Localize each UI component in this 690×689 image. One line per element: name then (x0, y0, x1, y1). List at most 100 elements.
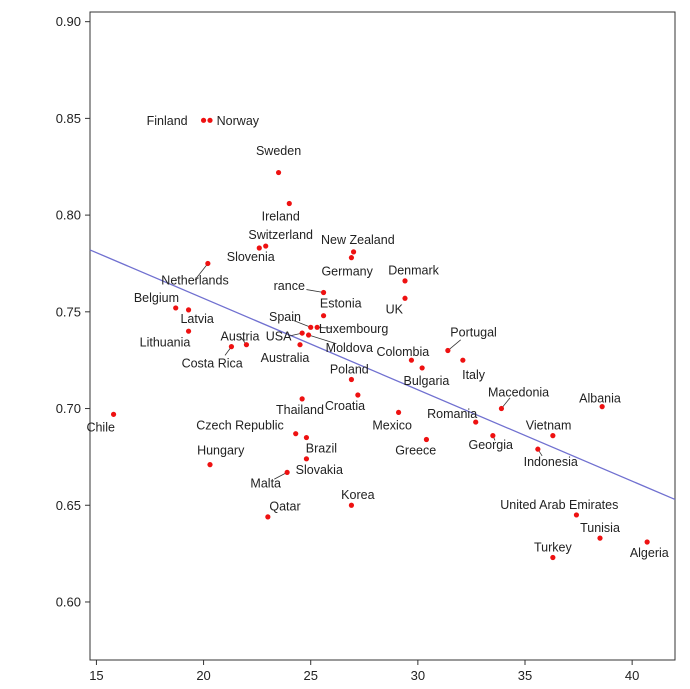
data-point (185, 328, 192, 334)
point-label: Costa Rica (182, 357, 243, 371)
data-point (599, 404, 605, 410)
data-point (550, 433, 556, 439)
point-label: Vietnam (526, 418, 572, 432)
y-tick-label: 0.75 (56, 304, 81, 319)
data-point (275, 169, 282, 176)
point-label: Switzerland (248, 228, 313, 242)
point-label: Australia (261, 351, 310, 365)
data-point (299, 396, 305, 402)
data-point (308, 324, 314, 330)
data-point (200, 117, 207, 123)
data-point (173, 305, 179, 311)
data-point (644, 539, 650, 545)
point-label: Tunisia (580, 521, 620, 535)
data-point (419, 365, 425, 371)
point-label: Ireland (262, 210, 300, 224)
point-label: Belgium (134, 291, 179, 305)
point-label: Croatia (325, 399, 365, 413)
point-label: Czech Republic (196, 418, 284, 432)
point-label: Luxembourg (319, 322, 389, 336)
point-label: Slovakia (296, 463, 343, 477)
data-point (207, 117, 213, 123)
data-point (445, 347, 451, 354)
y-tick-label: 0.65 (56, 498, 81, 513)
data-point (286, 200, 292, 207)
point-label: Italy (462, 368, 486, 382)
point-label: Slovenia (227, 250, 275, 264)
data-point (395, 409, 402, 416)
data-point (473, 419, 479, 425)
data-point (299, 330, 305, 336)
point-label: Brazil (306, 442, 337, 456)
point-label: Algeria (630, 546, 669, 560)
x-tick-label: 20 (196, 668, 210, 683)
data-point (498, 405, 505, 412)
point-label: Sweden (256, 144, 301, 158)
x-tick-label: 40 (625, 668, 639, 683)
point-label: Colombia (376, 345, 429, 359)
point-label: Turkey (534, 540, 572, 554)
data-point (348, 502, 355, 508)
data-points (110, 117, 650, 561)
data-point (423, 436, 430, 443)
trend-line (89, 249, 676, 501)
data-point (402, 278, 408, 284)
x-tick-label: 30 (411, 668, 425, 683)
data-point (263, 243, 269, 249)
point-label: Romania (427, 407, 477, 421)
data-point (256, 245, 262, 251)
label-connector (306, 289, 324, 293)
point-label: Georgia (468, 438, 513, 452)
point-label: Spain (269, 310, 301, 324)
point-label: United Arab Emirates (500, 498, 618, 512)
data-point (314, 324, 320, 330)
x-tick-label: 15 (89, 668, 103, 683)
point-label: New Zealand (321, 233, 395, 247)
point-label: Portugal (450, 326, 497, 340)
point-label: Estonia (320, 297, 362, 311)
point-label: Albania (579, 391, 621, 405)
point-label: Moldova (326, 341, 373, 355)
data-point (550, 554, 556, 561)
data-point (205, 260, 211, 267)
point-label: Malta (250, 477, 281, 491)
point-label: Germany (321, 265, 373, 279)
point-label: Finland (147, 114, 188, 128)
data-point (490, 433, 496, 439)
point-label: Bulgaria (403, 374, 449, 388)
data-point (243, 342, 250, 348)
data-point (460, 357, 466, 363)
point-label: Norway (217, 114, 260, 128)
point-labels: Finland Norway Sweden Ireland Switzerland Slo… (86, 114, 668, 560)
data-point (228, 344, 235, 350)
data-point (350, 249, 357, 255)
point-label: Greece (395, 444, 436, 458)
data-point (305, 332, 312, 338)
plot-frame (89, 11, 676, 661)
data-point (293, 431, 299, 437)
data-point (303, 456, 310, 462)
y-tick-label: 0.70 (56, 401, 81, 416)
point-label: Denmark (388, 264, 439, 278)
point-label: Hungary (197, 444, 245, 458)
x-tick-label: 35 (518, 668, 532, 683)
point-label: Qatar (269, 500, 300, 514)
data-point (320, 313, 327, 319)
y-tick-label: 0.90 (56, 14, 81, 29)
data-point (110, 411, 117, 417)
data-point (284, 469, 290, 475)
y-tick-label: 0.60 (56, 594, 81, 609)
data-point (355, 392, 361, 398)
data-point (320, 289, 327, 296)
point-label: Poland (330, 362, 369, 376)
point-label: Austria (221, 330, 260, 344)
point-label: Thailand (276, 403, 324, 417)
point-label: Chile (86, 420, 115, 434)
x-tick-label: 25 (303, 668, 317, 683)
point-label: Latvia (180, 312, 213, 326)
data-point (297, 342, 303, 348)
data-point (348, 255, 355, 261)
point-label: Korea (341, 488, 374, 502)
label-connector (194, 263, 209, 281)
